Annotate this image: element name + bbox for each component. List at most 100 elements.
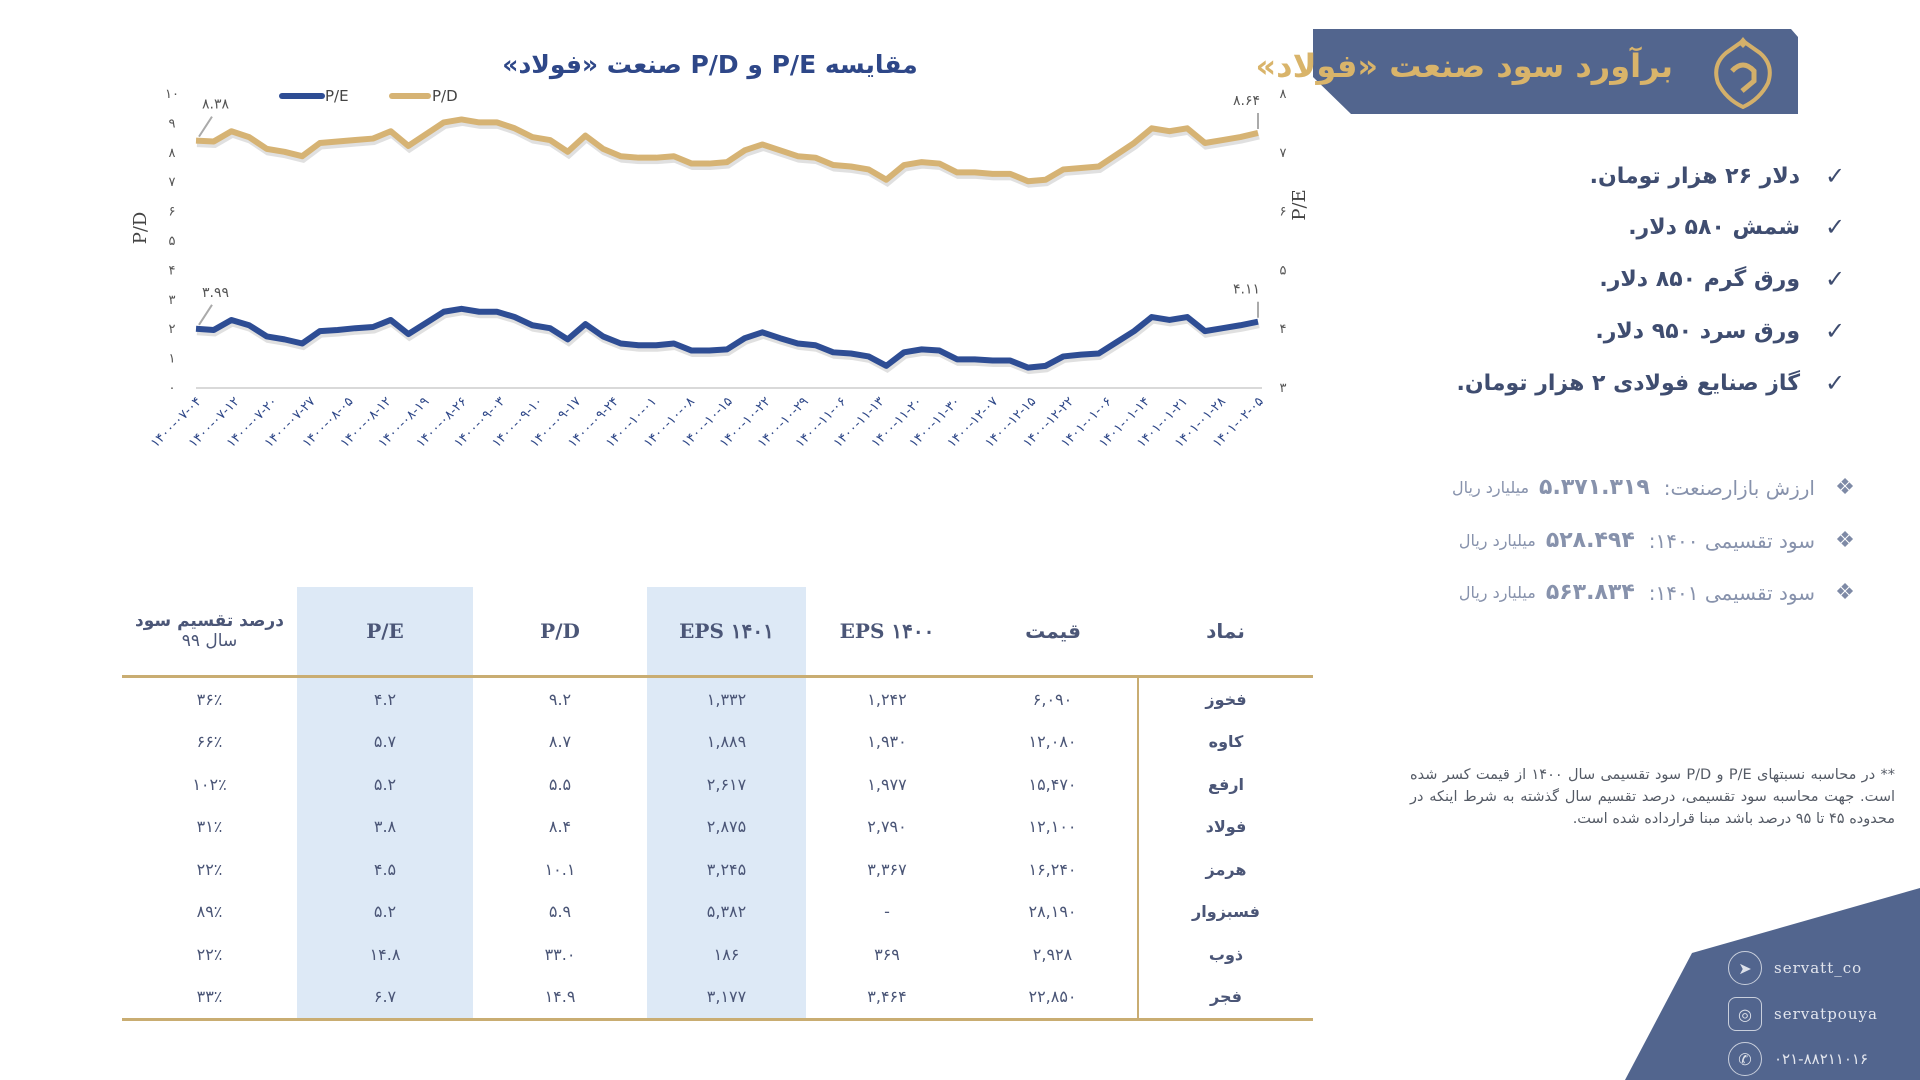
cell-payout: ۲۲٪ <box>196 859 223 879</box>
first-label-leader <box>198 304 213 326</box>
cell-price: ۱۲,۱۰۰ <box>1028 817 1077 837</box>
cell-pd: ۱۰.۱ <box>544 859 576 879</box>
cell-price: ۶,۰۹۰ <box>1032 689 1073 709</box>
header-eps1401: EPS ۱۴۰۱ <box>647 587 806 678</box>
y-right-tick-label: ۶ <box>1280 205 1287 220</box>
cell-price: ۱۶,۲۴۰ <box>1028 859 1077 879</box>
metric-market-value: ❖ ارزش بازارصنعت: ۵.۳۷۱.۳۱۹ میلیارد ریال <box>1452 475 1875 500</box>
phone-link[interactable]: ✆ ۰۲۱-۸۸۲۱۱۰۱۶ <box>1728 1042 1868 1076</box>
instagram-icon: ◎ <box>1728 997 1762 1031</box>
cell-pd: ۵.۵ <box>548 774 572 794</box>
cell-pe: ۵.۲ <box>297 890 473 933</box>
header-payout: درصد تقسیم سود سال ۹۹ <box>122 587 297 678</box>
cell-pd: ۱۴.۹ <box>473 975 647 1021</box>
cell-eps1401: ۳,۱۷۷ <box>647 975 806 1021</box>
series-line-pd <box>195 116 1259 185</box>
cell-symbol: فجر <box>1137 975 1313 1021</box>
legend-pd-label: P/D <box>432 87 458 105</box>
y-left-tick-label: ۳ <box>169 293 176 308</box>
cell-pd: ۸.۷ <box>548 732 572 752</box>
y-left-tick-label: ۹ <box>169 116 176 131</box>
telegram-link[interactable]: ➤ servatt_co <box>1728 951 1862 985</box>
table-row: ۲۲٪ ۴.۵ ۱۰.۱ ۳,۲۴۵ ۳,۳۶۷ ۱۶,۲۴۰ هرمز <box>122 848 1313 891</box>
cell-pd: ۹.۲ <box>548 689 572 709</box>
series-shadow <box>196 118 1260 188</box>
cell-eps1400: ۲,۷۹۰ <box>867 817 907 837</box>
social-panel <box>1625 888 1920 1080</box>
chart-title: مقایسه P/E و P/D صنعت «فولاد» <box>502 50 918 79</box>
instagram-link[interactable]: ◎ servatpouya <box>1728 997 1878 1031</box>
cell-symbol: ارفع <box>1137 763 1313 806</box>
cell-payout: ۳۳٪ <box>122 975 297 1021</box>
checkmark-icon: ✓ <box>1824 162 1846 190</box>
table-row: ۳۱٪ ۳.۸ ۸.۴ ۲,۸۷۵ ۲,۷۹۰ ۱۲,۱۰۰ فولاد <box>122 805 1313 848</box>
y-right-tick-label: ۳ <box>1280 381 1287 396</box>
last-value-label: ۴.۱۱ <box>1233 282 1260 298</box>
cell-pe: ۴.۵ <box>297 848 473 891</box>
cell-eps1400: ۱,۹۷۷ <box>867 774 907 794</box>
cell-symbol: کاوه <box>1137 720 1313 763</box>
assumption-item: ✓ دلار ۲۶ هزار تومان. <box>1590 162 1870 190</box>
cell-eps1401: ۳,۲۴۵ <box>647 848 806 891</box>
y-left-tick-label: ۱۰ <box>165 87 179 102</box>
assumption-item: ✓ شمش ۵۸۰ دلار. <box>1628 213 1870 241</box>
cell-price: ۲,۹۲۸ <box>1032 944 1073 964</box>
y-right-tick-label: ۷ <box>1280 146 1287 161</box>
first-label-leader <box>198 116 213 138</box>
footnote: ** در محاسبه نسبتهای P/E و P/D سود تقسیم… <box>1410 767 1895 827</box>
y-left-tick-label: ۶ <box>169 205 176 220</box>
cell-eps1400: ۱,۹۳۰ <box>867 732 907 752</box>
cell-eps1401: ۵,۳۸۲ <box>647 890 806 933</box>
header-eps1400: EPS ۱۴۰۰ <box>806 587 968 678</box>
series-shadow <box>196 308 1260 375</box>
cell-eps1400: ۳۶۹ <box>874 944 900 964</box>
y-left-tick-label: ۸ <box>169 146 176 161</box>
header-symbol: نماد <box>1138 587 1313 678</box>
cell-payout: ۱۰۲٪ <box>192 774 227 794</box>
table-header-row: درصد تقسیم سود سال ۹۹ P/E P/D EPS ۱۴۰۱ EP… <box>122 587 1313 678</box>
phone-icon: ✆ <box>1728 1042 1762 1076</box>
cell-pd: ۳۳.۰ <box>544 944 576 964</box>
y-right-tick-label: ۵ <box>1280 263 1287 278</box>
cell-pe: ۶.۷ <box>297 975 473 1021</box>
cell-pe: ۵.۲ <box>297 763 473 806</box>
table-row: ۲۲٪ ۱۴.۸ ۳۳.۰ ۱۸۶ ۳۶۹ ۲,۹۲۸ ذوب <box>122 933 1313 976</box>
cell-pe: ۴.۲ <box>297 676 473 721</box>
cell-pe: ۵.۷ <box>297 720 473 763</box>
cell-payout: ۲۲٪ <box>196 944 223 964</box>
cell-pd: ۸.۴ <box>548 817 572 837</box>
checkmark-icon: ✓ <box>1824 213 1846 241</box>
table-row: ۱۰۲٪ ۵.۲ ۵.۵ ۲,۶۱۷ ۱,۹۷۷ ۱۵,۴۷۰ ارفع <box>122 763 1313 806</box>
table-row: ۸۹٪ ۵.۲ ۵.۹ ۵,۳۸۲ - ۲۸,۱۹۰ فسبزوار <box>122 890 1313 933</box>
series-line-pe <box>195 305 1259 371</box>
cell-price: ۲۸,۱۹۰ <box>1028 902 1077 922</box>
chart-legend: P/E P/D <box>279 87 458 105</box>
title-banner <box>1313 29 1798 114</box>
cell-symbol: فخوز <box>1137 676 1313 721</box>
y-right-tick-label: ۸ <box>1280 87 1287 102</box>
cell-eps1401: ۲,۸۷۵ <box>647 805 806 848</box>
cell-eps1401: ۱,۸۸۹ <box>647 720 806 763</box>
stocks-table: درصد تقسیم سود سال ۹۹ P/E P/D EPS ۱۴۰۱ EP… <box>122 587 1313 1021</box>
cell-payout: ۶۶٪ <box>196 732 223 752</box>
cell-eps1401: ۱,۳۳۲ <box>647 676 806 721</box>
first-value-label: ۸.۳۸ <box>202 97 229 113</box>
header-pd: P/D <box>473 587 647 678</box>
cell-symbol: فولاد <box>1137 805 1313 848</box>
header-pe: P/E <box>297 587 473 678</box>
cell-eps1400: ۳,۳۶۷ <box>867 859 907 879</box>
cell-payout: ۳۶٪ <box>196 689 223 709</box>
metric-dividend-1400: ❖ سود تقسیمی ۱۴۰۰: ۵۲۸.۴۹۴ میلیارد ریال <box>1459 528 1875 553</box>
checkmark-icon: ✓ <box>1824 317 1846 345</box>
cell-symbol: هرمز <box>1137 848 1313 891</box>
cell-price: ۱۵,۴۷۰ <box>1028 774 1077 794</box>
logo-icon <box>1714 37 1772 109</box>
y-left-tick-label: ۱ <box>169 352 176 367</box>
cell-price: ۱۲,۰۸۰ <box>1028 732 1077 752</box>
cell-pe: ۱۴.۸ <box>297 933 473 976</box>
y-axis-left-label: P/D <box>130 212 151 245</box>
assumption-item: ✓ ورق گرم ۸۵۰ دلار. <box>1599 265 1870 293</box>
cell-eps1401: ۲,۶۱۷ <box>647 763 806 806</box>
header-price: قیمت <box>968 587 1138 678</box>
table-row: ۶۶٪ ۵.۷ ۸.۷ ۱,۸۸۹ ۱,۹۳۰ ۱۲,۰۸۰ کاوه <box>122 720 1313 763</box>
